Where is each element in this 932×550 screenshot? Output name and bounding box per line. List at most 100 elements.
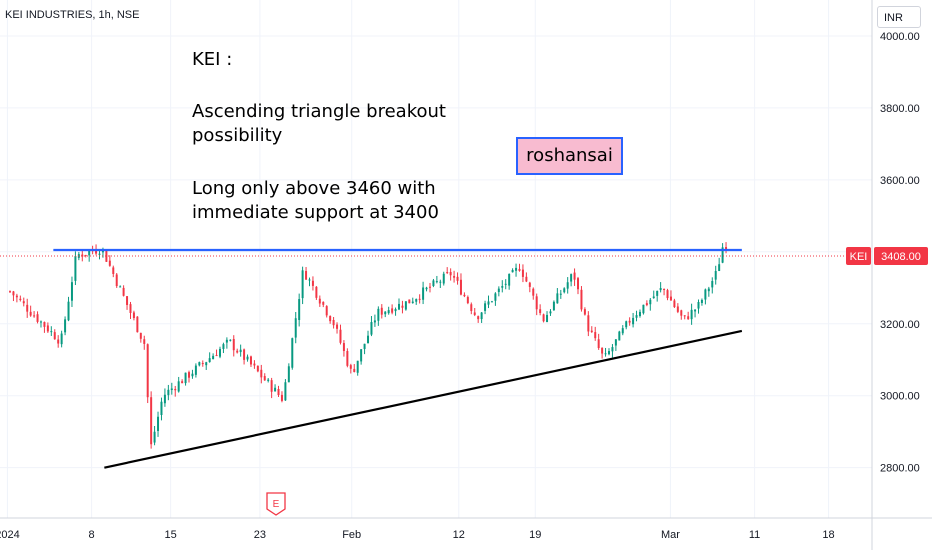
candle [367,330,370,344]
candle [305,267,308,280]
candle [188,370,191,383]
candle [587,311,590,337]
candle [19,295,22,302]
candle [115,273,118,288]
candle [301,266,304,305]
candle [645,300,648,307]
candle [542,313,545,323]
candle [521,264,524,283]
candle [12,290,15,302]
x-tick-label: 8 [89,529,95,541]
candle [243,348,246,365]
candle [721,243,724,264]
candle [466,295,469,305]
candle [373,314,376,327]
candle [167,384,170,401]
candle [432,278,435,288]
candle [356,360,359,376]
time-axis[interactable]: 2024 8 15 23 Feb 12 19 Mar 11 18 [0,529,835,541]
author-label: roshansai [516,137,623,175]
x-tick-label: 11 [749,529,760,541]
candle [398,298,401,311]
candle [280,391,283,403]
currency-selector[interactable]: INR [877,6,921,28]
candle [621,325,624,336]
price-tag[interactable]: KEI 3408.00 [846,247,928,265]
candle [29,305,32,317]
candle [490,300,493,303]
x-tick-label: 19 [529,529,541,541]
candle [342,340,345,357]
candle [184,372,187,386]
candle [442,271,445,286]
price-tag-value: 3408.00 [881,251,921,263]
candle [263,373,266,381]
candle [487,295,490,309]
candle [294,312,297,344]
earnings-letter: E [273,499,280,510]
candle [170,382,173,395]
candle [336,322,339,334]
candle [246,354,249,362]
candle [208,352,211,363]
annotation-line-1: Ascending triangle breakout [192,101,446,122]
candle [88,250,91,262]
candle [683,315,686,320]
candle [559,289,562,299]
candle [549,309,552,316]
candle [618,330,621,341]
candle [459,273,462,296]
support-trendline[interactable] [104,329,743,469]
candle [700,298,703,306]
annotation-line-2: possibility [192,125,283,146]
candle [332,317,335,329]
candle [504,279,507,290]
candle [659,282,662,293]
candle [287,363,290,383]
candle [573,268,576,286]
y-tick-label: 3200.00 [880,319,920,331]
candle [394,307,397,316]
candle [198,361,201,367]
candle [649,298,652,311]
y-tick-label: 4000.00 [880,31,920,43]
candle [212,353,215,360]
candle [518,263,521,272]
candle [601,347,604,359]
candle [126,296,129,310]
candle [532,287,535,300]
earnings-marker[interactable]: E [266,492,286,516]
candle [346,348,349,368]
annotation-title: KEI : [192,49,233,70]
earnings-icon[interactable] [266,492,286,516]
candle [525,272,528,283]
candle [270,377,273,399]
candle [181,379,184,384]
candle [687,311,690,320]
candle [256,365,259,373]
candle [484,300,487,315]
candle [625,320,628,330]
candle [157,411,160,437]
candle [253,360,256,369]
candle [477,315,480,323]
candle [322,301,325,308]
candle [108,255,111,267]
candle [33,311,36,318]
candle [122,285,125,297]
x-tick-label: Feb [342,529,361,541]
candle [105,250,108,262]
candle [473,308,476,317]
candle [57,335,60,348]
candle [60,330,63,348]
candle [508,273,511,290]
candle [163,388,166,407]
symbol-header: KEI INDUSTRIES, 1h, NSE [5,9,140,21]
candle [535,293,538,316]
candle [229,339,232,342]
candle [456,272,459,285]
candle [425,286,428,292]
candle [583,307,586,316]
candle [422,281,425,305]
